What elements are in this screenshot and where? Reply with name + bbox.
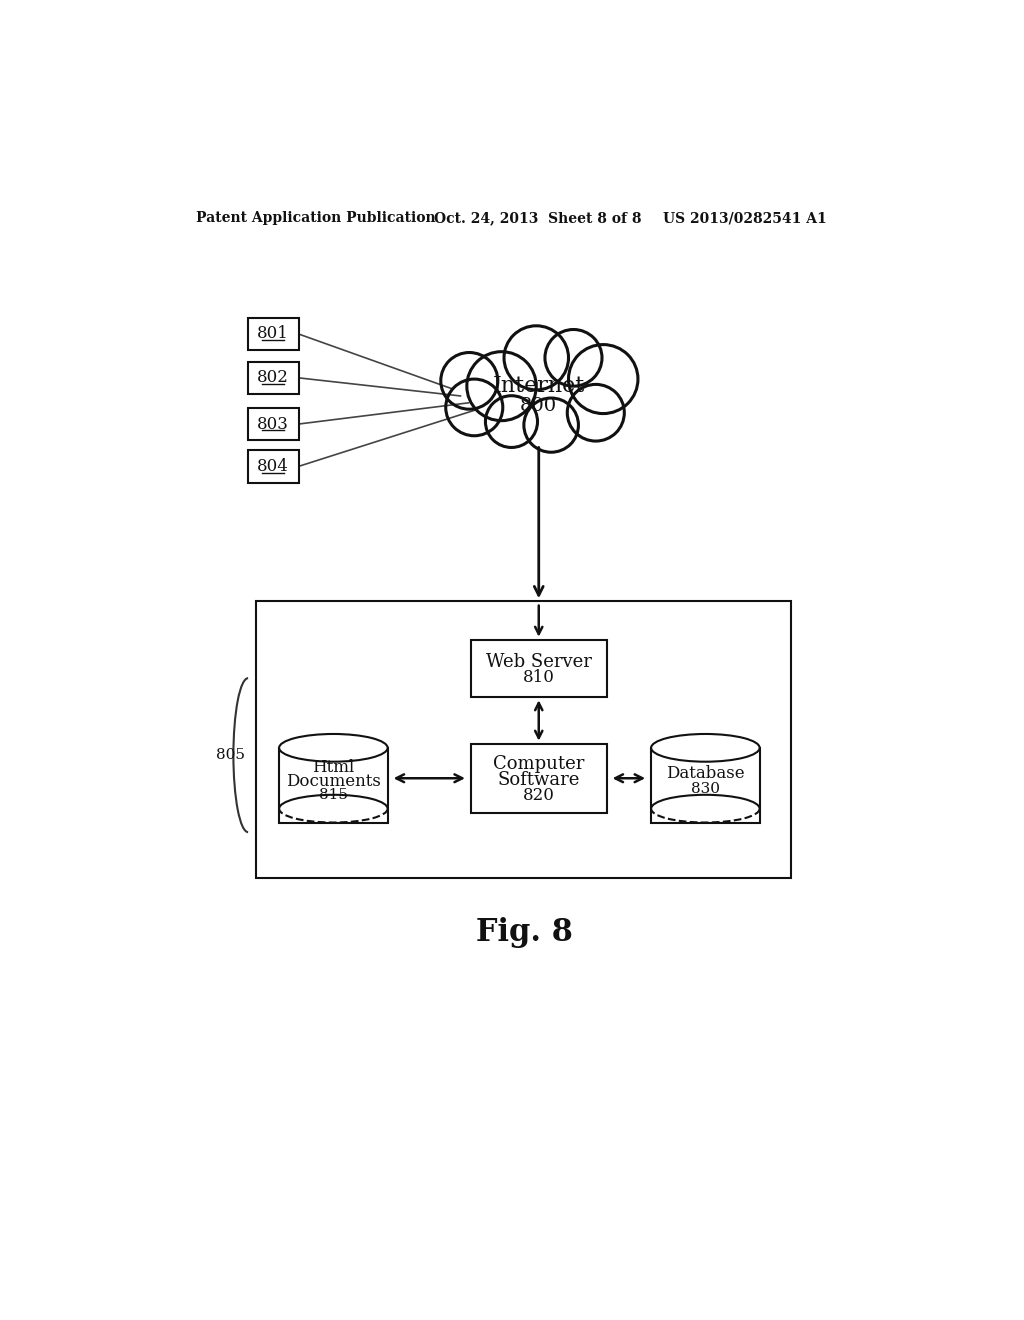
Text: 815: 815 [318, 788, 348, 803]
Text: 804: 804 [257, 458, 289, 475]
Text: US 2013/0282541 A1: US 2013/0282541 A1 [663, 211, 826, 226]
Bar [651, 746, 760, 750]
Circle shape [440, 352, 498, 409]
Circle shape [567, 384, 625, 441]
Text: Html: Html [312, 759, 354, 776]
Bar [471, 640, 606, 697]
Circle shape [545, 330, 602, 387]
Text: Computer: Computer [494, 755, 585, 774]
Text: 801: 801 [257, 326, 289, 342]
Circle shape [524, 399, 579, 453]
Bar [280, 748, 388, 822]
Text: 803: 803 [257, 416, 289, 433]
Bar [248, 362, 299, 395]
Circle shape [445, 379, 503, 436]
Text: 802: 802 [257, 370, 289, 387]
Bar [248, 408, 299, 441]
Text: 805: 805 [216, 748, 245, 762]
Bar [248, 318, 299, 350]
Text: Documents: Documents [286, 772, 381, 789]
Text: Software: Software [498, 771, 580, 789]
Text: 800: 800 [520, 396, 557, 414]
Text: 810: 810 [523, 669, 555, 686]
Text: Fig. 8: Fig. 8 [476, 917, 573, 948]
Text: 830: 830 [691, 781, 720, 796]
Text: Database: Database [666, 766, 744, 783]
Text: Web Server: Web Server [485, 653, 592, 672]
Circle shape [467, 351, 537, 421]
Text: 820: 820 [523, 787, 555, 804]
Text: Oct. 24, 2013  Sheet 8 of 8: Oct. 24, 2013 Sheet 8 of 8 [434, 211, 642, 226]
Ellipse shape [280, 734, 388, 762]
Text: Internet: Internet [493, 375, 585, 396]
Ellipse shape [651, 734, 760, 762]
Bar [256, 601, 791, 878]
Circle shape [504, 326, 568, 389]
Bar [651, 748, 760, 822]
Bar [471, 743, 606, 813]
Bar [280, 746, 388, 750]
Circle shape [568, 345, 638, 413]
Bar [248, 450, 299, 483]
Circle shape [485, 396, 538, 447]
Text: Patent Application Publication: Patent Application Publication [197, 211, 436, 226]
